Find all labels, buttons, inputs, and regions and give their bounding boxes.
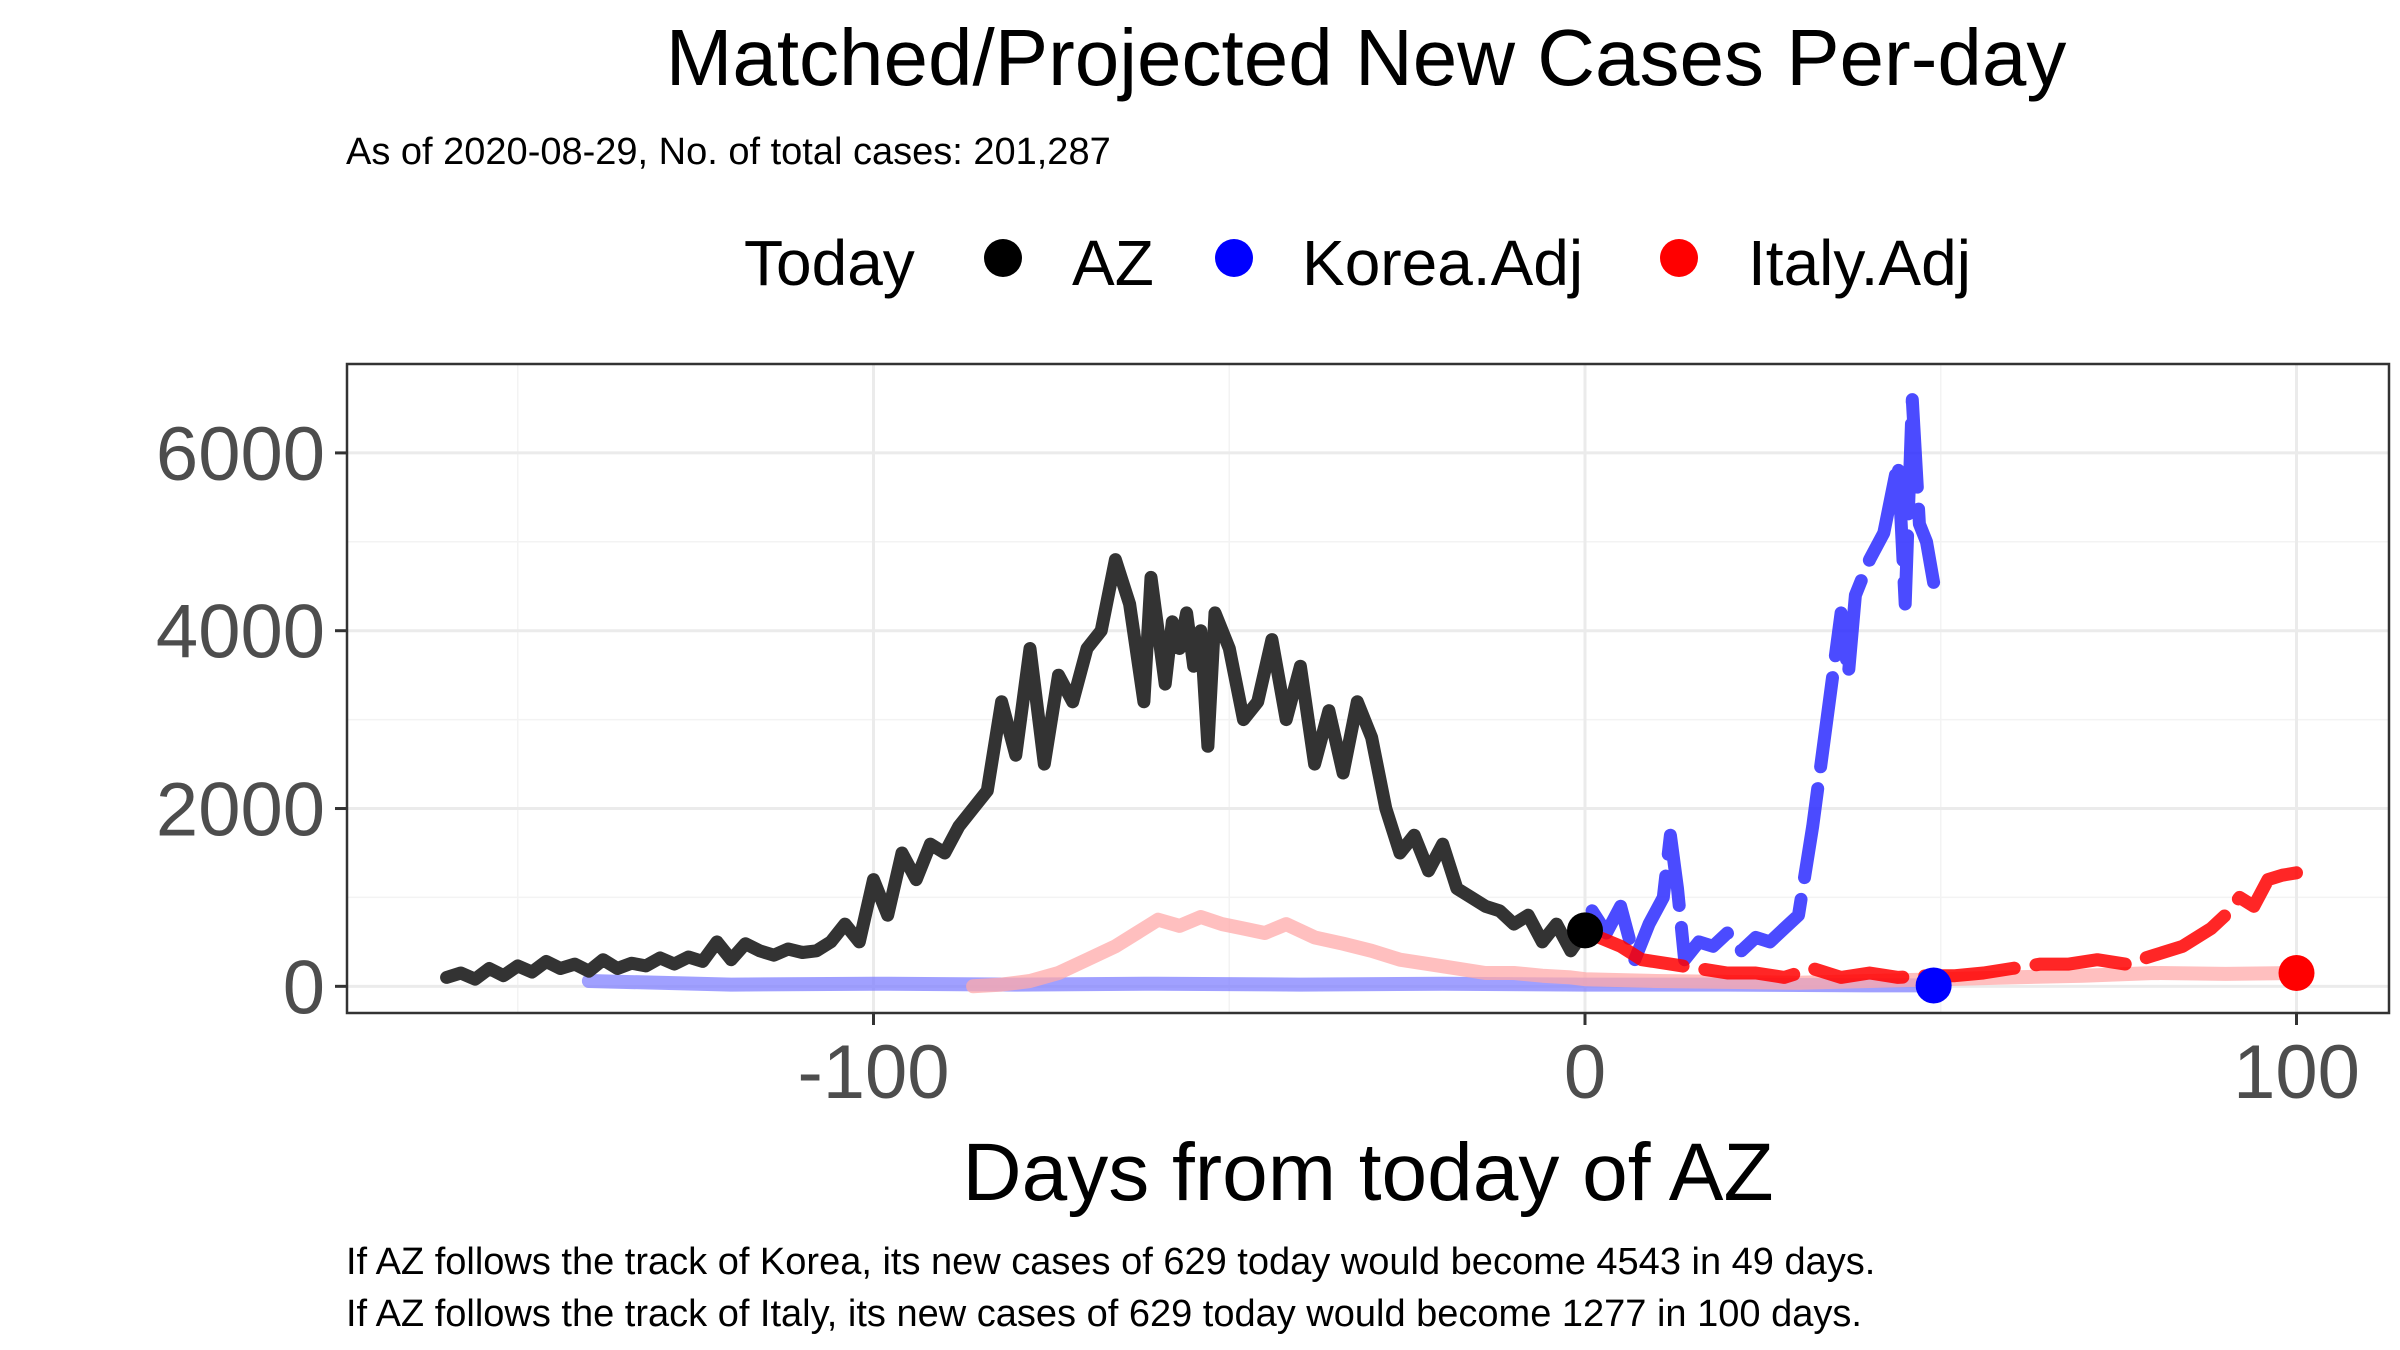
today-point-italy-adj	[2278, 954, 2315, 991]
legend-label-az: AZ	[1072, 227, 1154, 299]
chart-subtitle: As of 2020-08-29, No. of total cases: 20…	[346, 131, 1111, 173]
y-tick-label: 4000	[156, 590, 325, 675]
x-axis-title: Days from today of AZ	[962, 1127, 1773, 1218]
caption-italy: If AZ follows the track of Italy, its ne…	[346, 1293, 1862, 1335]
x-tick-label: -100	[797, 1030, 949, 1115]
legend-label-italy: Italy.Adj	[1748, 227, 1971, 299]
x-tick-label: 100	[2233, 1030, 2360, 1115]
series-layer	[440, 393, 2304, 994]
series-line-italy-adj-projection	[1592, 866, 2303, 984]
today-point-korea-adj	[1915, 967, 1952, 1004]
legend-key-korea	[1215, 239, 1253, 277]
x-tick-label: 0	[1564, 1030, 1606, 1115]
today-point-az	[1567, 912, 1604, 949]
caption-korea: If AZ follows the track of Korea, its ne…	[346, 1241, 1875, 1283]
plot-panel-border	[345, 362, 2391, 1015]
legend: Today AZ Korea.Adj Italy.Adj	[744, 227, 1971, 299]
y-tick-label: 0	[283, 945, 325, 1030]
legend-label-korea: Korea.Adj	[1302, 227, 1583, 299]
legend-key-italy	[1660, 239, 1698, 277]
today-points	[1567, 912, 2315, 1004]
legend-key-az	[984, 239, 1022, 277]
chart-title: Matched/Projected New Cases Per-day	[666, 13, 2067, 102]
series-line-az-observed	[440, 553, 1592, 986]
legend-title: Today	[744, 227, 915, 299]
y-tick-label: 2000	[156, 768, 325, 853]
y-tick-label: 6000	[156, 412, 325, 497]
series-line-korea-adj-projection	[1585, 393, 1941, 967]
